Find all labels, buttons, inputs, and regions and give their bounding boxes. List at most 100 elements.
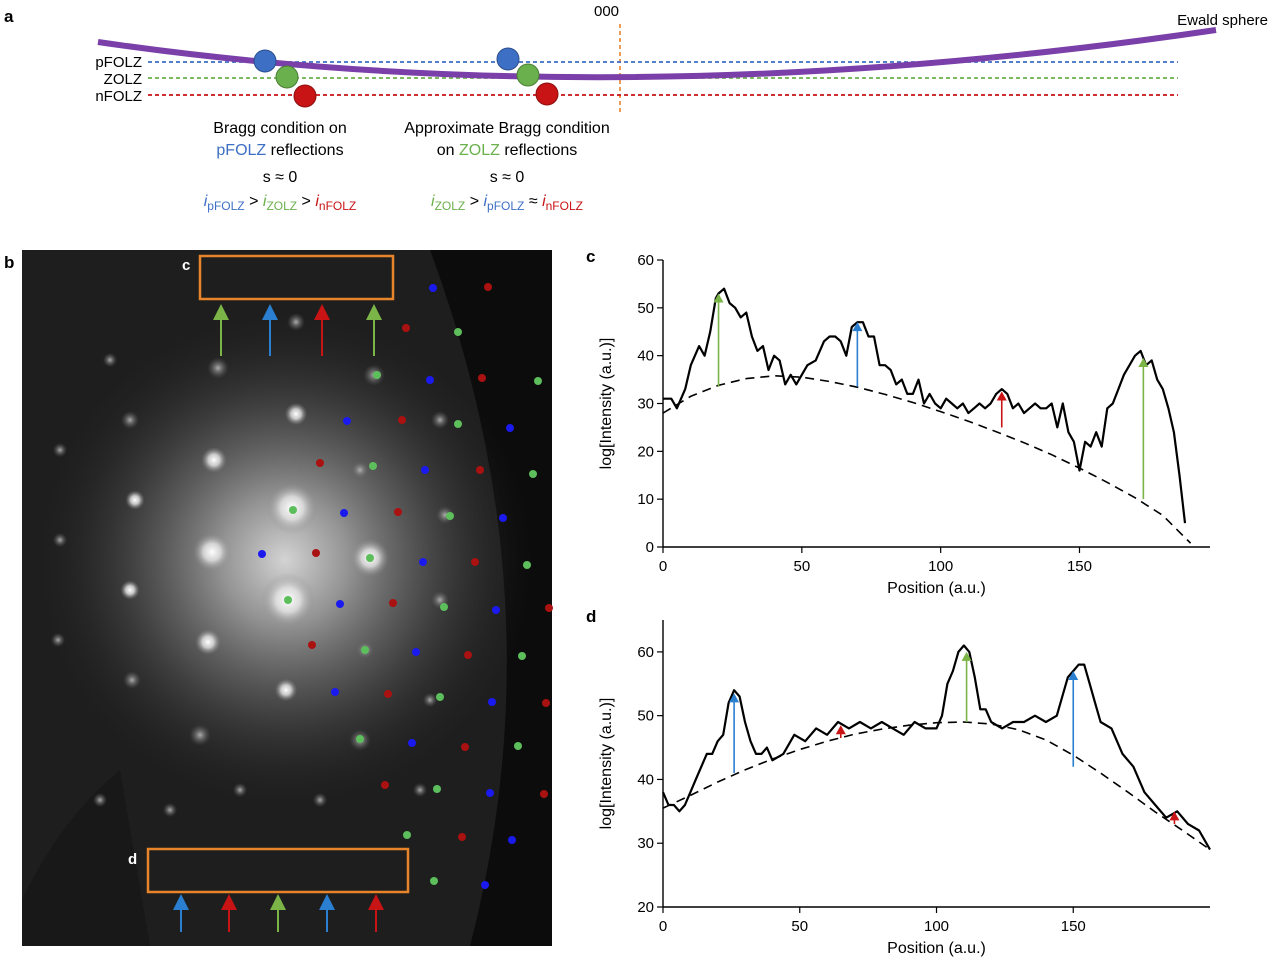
reflection-dot (506, 424, 514, 432)
reflection-dot (336, 600, 344, 608)
zone-label-nfolz: nFOLZ (95, 88, 142, 105)
x-axis-label: Position (a.u.) (887, 580, 986, 597)
y-axis-label: log[Intensity (a.u.)] (598, 698, 615, 830)
x-tick-label: 100 (924, 918, 949, 935)
pfolz-point-left (253, 49, 277, 73)
reflection-dot (436, 693, 444, 701)
reflection-dot (486, 789, 494, 797)
y-tick-label: 40 (637, 348, 654, 365)
x-axis-label: Position (a.u.) (887, 940, 986, 957)
peak-arrow-head (835, 725, 846, 735)
left-caption-line2: pFOLZ reflections (216, 142, 343, 159)
reflection-dot (426, 376, 434, 384)
x-tick-label: 150 (1061, 918, 1086, 935)
box-arrows (173, 304, 384, 932)
left-caption-inequality: ipFOLZ > iZOLZ > inFOLZ (204, 193, 357, 213)
central-halo (35, 310, 535, 810)
panel-c-letter: c (586, 247, 595, 266)
box-c-label: c (182, 257, 190, 274)
reflection-dot (534, 377, 542, 385)
reflection-dot (343, 417, 351, 425)
y-tick-label: 0 (646, 539, 654, 556)
right-caption-line1: Approximate Bragg condition (404, 120, 609, 137)
reflection-dot (284, 596, 292, 604)
x-tick-label: 100 (928, 558, 953, 575)
reflection-dot (384, 690, 392, 698)
reflection-dot (373, 371, 381, 379)
dim-spot (312, 792, 328, 808)
reflection-dot (381, 781, 389, 789)
nfolz-point-left (293, 84, 317, 108)
dim-spot (287, 313, 305, 331)
y-tick-label: 40 (637, 771, 654, 788)
panel-a-letter: a (4, 7, 14, 26)
peak-arrow-head (713, 293, 724, 303)
dim-spot (162, 802, 178, 818)
y-tick-label: 50 (637, 300, 654, 317)
panel-b: b c d (4, 250, 553, 946)
x-tick-label: 50 (791, 918, 808, 935)
diffraction-dark-corner (22, 770, 150, 946)
bright-spot (125, 490, 145, 510)
peak-arrow-head (852, 322, 863, 332)
left-caption-s: s ≈ 0 (263, 169, 298, 186)
reflection-dot (529, 470, 537, 478)
reflection-dot (458, 833, 466, 841)
reflection-dot (394, 508, 402, 516)
reflection-dot (545, 604, 553, 612)
box-d-label: d (128, 851, 137, 868)
pfolz-point-right (496, 47, 520, 71)
reflection-dot (484, 283, 492, 291)
bright-spot (195, 629, 221, 655)
reflection-dot (412, 648, 420, 656)
dim-spot (121, 411, 139, 429)
reflection-dot (308, 641, 316, 649)
panel-d-letter: d (586, 607, 596, 626)
peak-arrow-head (1169, 811, 1180, 821)
reflection-dot (340, 509, 348, 517)
bright-spot (120, 580, 140, 600)
y-tick-label: 20 (637, 443, 654, 460)
y-axis-label: log[Intensity (a.u.)] (598, 338, 615, 470)
reflection-dot (440, 603, 448, 611)
dim-spot (232, 782, 248, 798)
reflection-dot (361, 646, 369, 654)
peak-arrow-head (729, 693, 740, 703)
zone-label-zolz: ZOLZ (104, 71, 142, 88)
reflection-dot (258, 550, 266, 558)
reflection-dot (429, 284, 437, 292)
right-caption-s: s ≈ 0 (490, 169, 525, 186)
reflection-dot (419, 558, 427, 566)
peak-arrow-head (1138, 358, 1149, 368)
x-tick-label: 150 (1067, 558, 1092, 575)
zone-label-pfolz: pFOLZ (95, 54, 142, 71)
reflection-dot (476, 466, 484, 474)
ewald-sphere-curve (97, 27, 1217, 81)
y-tick-label: 20 (637, 899, 654, 916)
y-tick-label: 60 (637, 252, 654, 269)
box-d (146, 847, 410, 894)
dim-spot (52, 442, 68, 458)
reflection-dot (312, 549, 320, 557)
reflection-dot (289, 506, 297, 514)
reflection-dot (403, 831, 411, 839)
reflection-dot (454, 328, 462, 336)
reflection-dot (356, 735, 364, 743)
reflection-dot (366, 554, 374, 562)
dim-spot (50, 632, 66, 648)
y-tick-label: 30 (637, 396, 654, 413)
panel-d-chart: d 20 30 40 50 60 0 50 100 150 Position (a.u.) log[… (586, 607, 1211, 957)
reflection-dot (316, 459, 324, 467)
reflection-dot (499, 514, 507, 522)
dim-spot (92, 792, 108, 808)
dim-spot (412, 782, 428, 798)
box-c (198, 254, 395, 301)
bright-spot (201, 447, 227, 473)
reflection-dot (331, 688, 339, 696)
reflection-dot (464, 651, 472, 659)
nfolz-point-right (535, 82, 559, 106)
dim-spot (189, 724, 211, 746)
dim-spot (351, 461, 369, 479)
left-caption-line1: Bragg condition on (213, 120, 346, 137)
